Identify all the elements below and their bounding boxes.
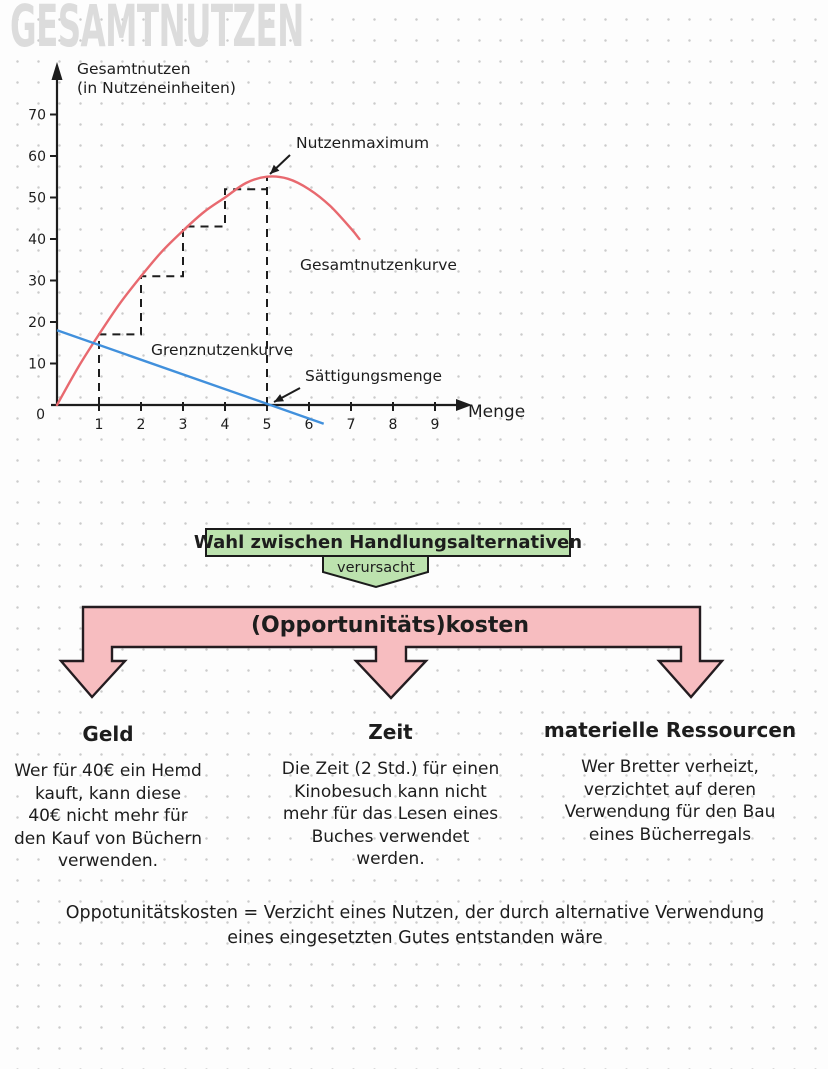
column-zeit: Zeit Die Zeit (2 Std.) für einen Kinobes… — [263, 720, 518, 871]
annotation-label: Grenznutzenkurve — [151, 341, 293, 359]
y-tick-label: 20 — [28, 315, 46, 331]
x-tick-label: 6 — [305, 417, 314, 433]
column-zeit-body: Die Zeit (2 Std.) für einen Kinobesuch k… — [281, 759, 500, 870]
annotation-arrowhead — [274, 394, 284, 402]
annotation-arrowhead — [270, 164, 280, 174]
y-tick-label: 60 — [28, 149, 46, 165]
cause-box-label: Wahl zwischen Handlungsalternativen — [193, 532, 583, 553]
total-utility-curve — [55, 175, 361, 407]
x-tick-label: 3 — [179, 417, 188, 433]
y-tick-label: 70 — [28, 108, 46, 124]
origin-label: 0 — [36, 407, 45, 423]
x-tick-label: 7 — [347, 417, 356, 433]
opportunity-banner-label: (Opportunitäts)kosten — [251, 613, 529, 638]
x-axis-arrowhead — [456, 399, 472, 411]
opportunity-banner-shape — [58, 605, 725, 700]
annotation-label: Sättigungsmenge — [305, 367, 442, 385]
column-geld-heading: Geld — [82, 722, 134, 746]
utility-steps — [98, 188, 267, 405]
y-tick-label: 40 — [28, 232, 46, 248]
column-ressourcen-heading: materielle Ressourcen — [543, 718, 797, 742]
y-tick-label: 50 — [28, 191, 46, 207]
x-tick-label: 9 — [431, 417, 440, 433]
y-axis-label-1: Gesamtnutzen — [77, 60, 191, 78]
column-geld-body: Wer für 40€ ein Hemd kauft, kann diese 4… — [14, 761, 202, 872]
annotation-label: Gesamtnutzenkurve — [300, 256, 457, 274]
column-ressourcen: materielle Ressourcen Wer Bretter verhei… — [540, 718, 800, 846]
opportunity-banner — [58, 605, 725, 700]
x-tick-label: 4 — [221, 417, 230, 433]
y-tick-label: 30 — [28, 274, 46, 290]
definition-text: Oppotunitätskosten = Verzicht eines Nutz… — [65, 903, 765, 949]
x-axis-label: Menge — [468, 402, 525, 422]
cause-arrow: verursacht — [322, 555, 429, 589]
annotation-label: Nutzenmaximum — [296, 134, 429, 152]
x-tick-label: 5 — [263, 417, 272, 433]
y-axis-label-2: (in Nutzeneinheiten) — [77, 79, 236, 97]
cause-arrow-label: verursacht — [337, 560, 415, 576]
column-geld: Geld Wer für 40€ ein Hemd kauft, kann di… — [8, 722, 208, 873]
page-title: GESAMTNUTZEN — [10, 0, 304, 60]
utility-chart: 10 20 30 40 50 60 70 1 2 3 4 5 6 7 8 9 0 Gesamtnutzen(in … — [28, 60, 525, 433]
column-ressourcen-body: Wer Bretter verheizt, verzichtet auf der… — [564, 757, 776, 845]
x-tick-label: 2 — [137, 417, 146, 433]
x-tick-label: 1 — [95, 417, 104, 433]
cause-arrow-shape — [322, 555, 429, 589]
marginal-utility-line — [56, 329, 325, 425]
column-zeit-heading: Zeit — [368, 720, 413, 744]
x-tick-label: 8 — [389, 417, 398, 433]
y-axis-arrowhead — [51, 62, 63, 80]
y-tick-label: 10 — [28, 357, 46, 373]
